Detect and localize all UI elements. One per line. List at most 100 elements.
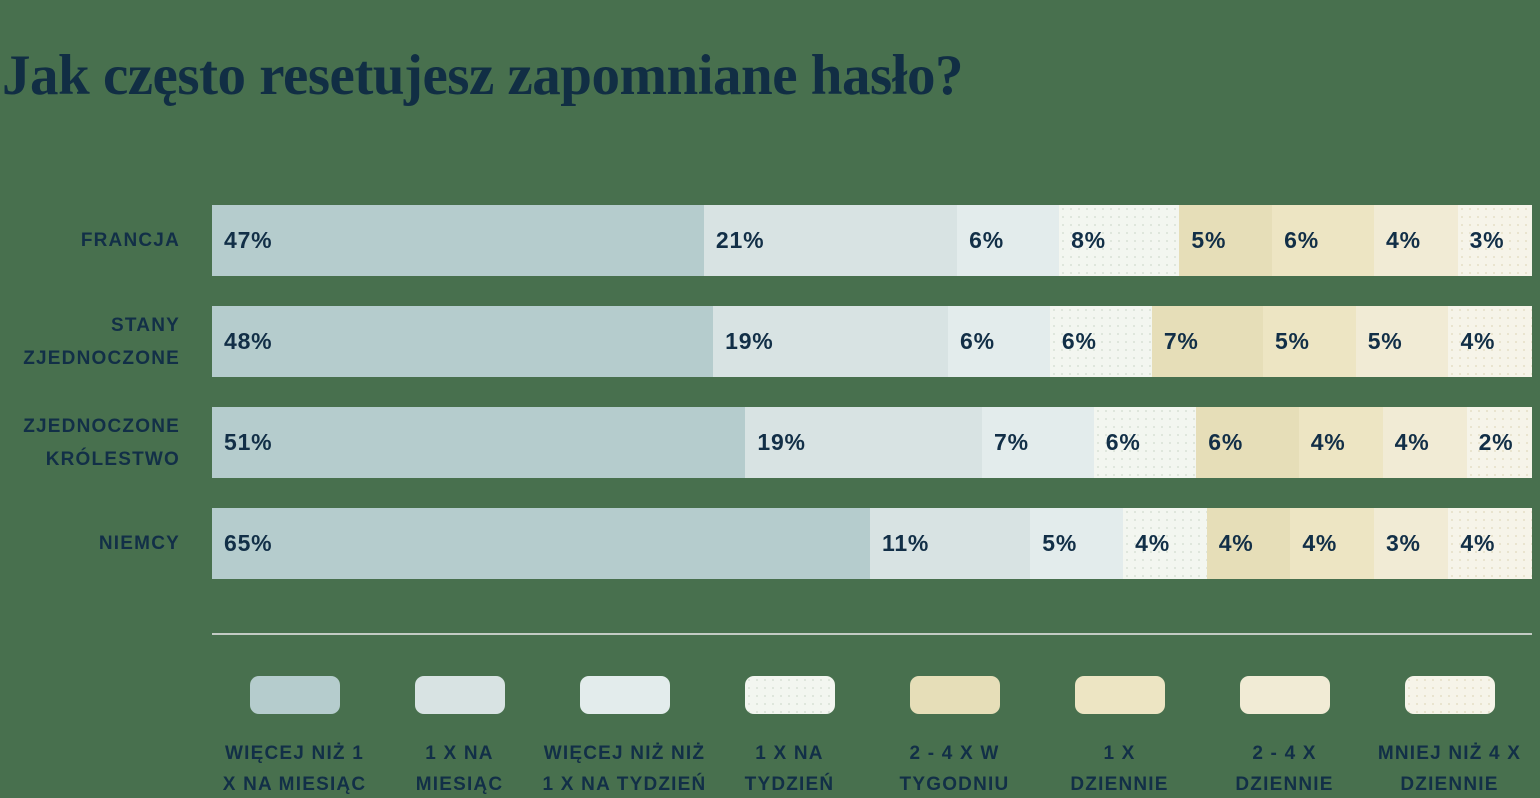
segment-value: 19% bbox=[725, 328, 774, 354]
legend-label: MNIEJ NIŻ 4 X DZIENNIE bbox=[1377, 743, 1522, 795]
bar-segment: 51% bbox=[212, 407, 746, 478]
bar-segment: 7% bbox=[1151, 306, 1263, 377]
segment-value: 4% bbox=[1218, 530, 1254, 556]
country-bar: 47% 21% 6% 8% 5% 6% 4% 3% bbox=[212, 205, 1532, 276]
country-label: NIEMCY bbox=[98, 533, 180, 554]
segment-value: 19% bbox=[757, 429, 806, 455]
segment-value: 11% bbox=[882, 530, 930, 556]
legend-divider bbox=[212, 633, 1532, 635]
bar-segment: 5% bbox=[1262, 306, 1356, 377]
segment-value: 6% bbox=[959, 328, 995, 354]
bar-segment: 4% bbox=[1206, 508, 1291, 579]
country-label: FRANCJA bbox=[80, 230, 180, 251]
segment-value: 2% bbox=[1478, 429, 1514, 455]
bar-segment: 5% bbox=[1355, 306, 1449, 377]
legend-label: 2 - 4 X W TYGODNIU bbox=[899, 743, 1010, 795]
segment-value: 4% bbox=[1394, 429, 1430, 455]
chart-row: NIEMCY 65% 11% 5% 4% 4% 4% 3% 4% bbox=[0, 508, 1532, 579]
legend-label: WIĘCEJ NIŻ NIŻ 1 X NA TYDZIEŃ bbox=[542, 743, 707, 795]
bar-segment: 19% bbox=[713, 306, 948, 377]
legend-item: 1 X NA TYDZIEŃ bbox=[707, 676, 872, 798]
bar-segment: 4% bbox=[1448, 306, 1532, 377]
segment-value: 4% bbox=[1135, 530, 1170, 556]
segment-value: 3% bbox=[1469, 227, 1505, 253]
segment-value: 6% bbox=[1284, 227, 1319, 253]
segment-value: 6% bbox=[969, 227, 1004, 253]
segment-value: 47% bbox=[224, 227, 273, 253]
legend-item: 2 - 4 X DZIENNIE bbox=[1202, 676, 1367, 798]
bar-segment: 6% bbox=[1196, 407, 1299, 478]
bar-segment: 11% bbox=[870, 508, 1031, 579]
bar-segment: 5% bbox=[1030, 508, 1124, 579]
bar-rows: FRANCJA 47% 21% 6% 8% 5% 6% 4% 3% STANY ZJEDNOCZ… bbox=[0, 205, 1532, 609]
bar-segment: 3% bbox=[1373, 508, 1449, 579]
legend-swatch bbox=[414, 676, 505, 714]
bar-segment: 6% bbox=[1272, 205, 1375, 276]
chart-row: ZJEDNOCZONE KRÓLESTWO 51% 19% 7% 6% 6% 4% 4% 2% bbox=[0, 407, 1532, 478]
segment-value: 4% bbox=[1386, 227, 1421, 253]
legend-item: MNIEJ NIŻ 4 X DZIENNIE bbox=[1367, 676, 1532, 798]
country-label: STANY ZJEDNOCZONE bbox=[23, 314, 180, 369]
legend-label: 1 X DZIENNIE bbox=[1070, 743, 1169, 795]
legend-swatch bbox=[744, 676, 835, 714]
legend-item: 1 X DZIENNIE bbox=[1037, 676, 1202, 798]
chart-row: FRANCJA 47% 21% 6% 8% 5% 6% 4% 3% bbox=[0, 205, 1532, 276]
segment-value: 5% bbox=[1274, 328, 1310, 354]
legend-label: 2 - 4 X DZIENNIE bbox=[1235, 743, 1334, 795]
bar-segment: 4% bbox=[1290, 508, 1374, 579]
bar-segment: 65% bbox=[212, 508, 870, 579]
legend-swatch bbox=[249, 676, 340, 714]
bar-segment: 2% bbox=[1466, 407, 1532, 478]
segment-value: 5% bbox=[1367, 328, 1403, 354]
segment-value: 8% bbox=[1071, 227, 1106, 253]
bar-segment: 6% bbox=[1093, 407, 1197, 478]
bar-segment: 4% bbox=[1374, 205, 1458, 276]
legend-swatch bbox=[1239, 676, 1330, 714]
legend-swatch bbox=[579, 676, 670, 714]
bar-segment: 19% bbox=[745, 407, 982, 478]
bar-segment: 6% bbox=[957, 205, 1060, 276]
segment-value: 6% bbox=[1061, 328, 1097, 354]
chart-title: Jak często resetujesz zapomniane hasło? bbox=[2, 44, 964, 108]
bar-segment: 5% bbox=[1179, 205, 1273, 276]
bar-segment: 4% bbox=[1298, 407, 1383, 478]
segment-value: 4% bbox=[1460, 530, 1496, 556]
country-bar: 65% 11% 5% 4% 4% 4% 3% 4% bbox=[212, 508, 1532, 579]
country-label: ZJEDNOCZONE KRÓLESTWO bbox=[23, 415, 180, 470]
country-bar: 48% 19% 6% 6% 7% 5% 5% 4% bbox=[212, 306, 1532, 377]
legend-label: 1 X NA MIESIĄC bbox=[415, 743, 504, 795]
legend-swatch bbox=[1404, 676, 1495, 714]
segment-value: 51% bbox=[224, 429, 273, 455]
legend-item: 1 X NA MIESIĄC bbox=[377, 676, 542, 798]
segment-value: 65% bbox=[224, 530, 273, 556]
legend-label: 1 X NA TYDZIEŃ bbox=[744, 743, 835, 795]
legend-item: WIĘCEJ NIŻ NIŻ 1 X NA TYDZIEŃ bbox=[542, 676, 707, 798]
bar-segment: 21% bbox=[703, 205, 958, 276]
bar-segment: 4% bbox=[1448, 508, 1532, 579]
segment-value: 7% bbox=[994, 429, 1029, 455]
legend-swatch bbox=[909, 676, 1000, 714]
segment-value: 4% bbox=[1460, 328, 1496, 354]
segment-value: 4% bbox=[1310, 429, 1346, 455]
bar-segment: 7% bbox=[982, 407, 1094, 478]
bar-segment: 6% bbox=[1049, 306, 1152, 377]
segment-value: 5% bbox=[1042, 530, 1078, 556]
segment-value: 7% bbox=[1163, 328, 1199, 354]
segment-value: 4% bbox=[1302, 530, 1338, 556]
chart-row: STANY ZJEDNOCZONE 48% 19% 6% 6% 7% 5% 5% 4% bbox=[0, 306, 1532, 377]
bar-segment: 4% bbox=[1382, 407, 1467, 478]
bar-segment: 3% bbox=[1457, 205, 1532, 276]
bar-segment: 47% bbox=[212, 205, 704, 276]
segment-value: 5% bbox=[1191, 227, 1227, 253]
segment-value: 6% bbox=[1105, 429, 1141, 455]
segment-value: 48% bbox=[224, 328, 273, 354]
bar-segment: 4% bbox=[1123, 508, 1207, 579]
segment-value: 21% bbox=[715, 227, 765, 253]
bar-segment: 8% bbox=[1059, 205, 1180, 276]
segment-value: 6% bbox=[1208, 429, 1244, 455]
segment-value: 3% bbox=[1385, 530, 1421, 556]
